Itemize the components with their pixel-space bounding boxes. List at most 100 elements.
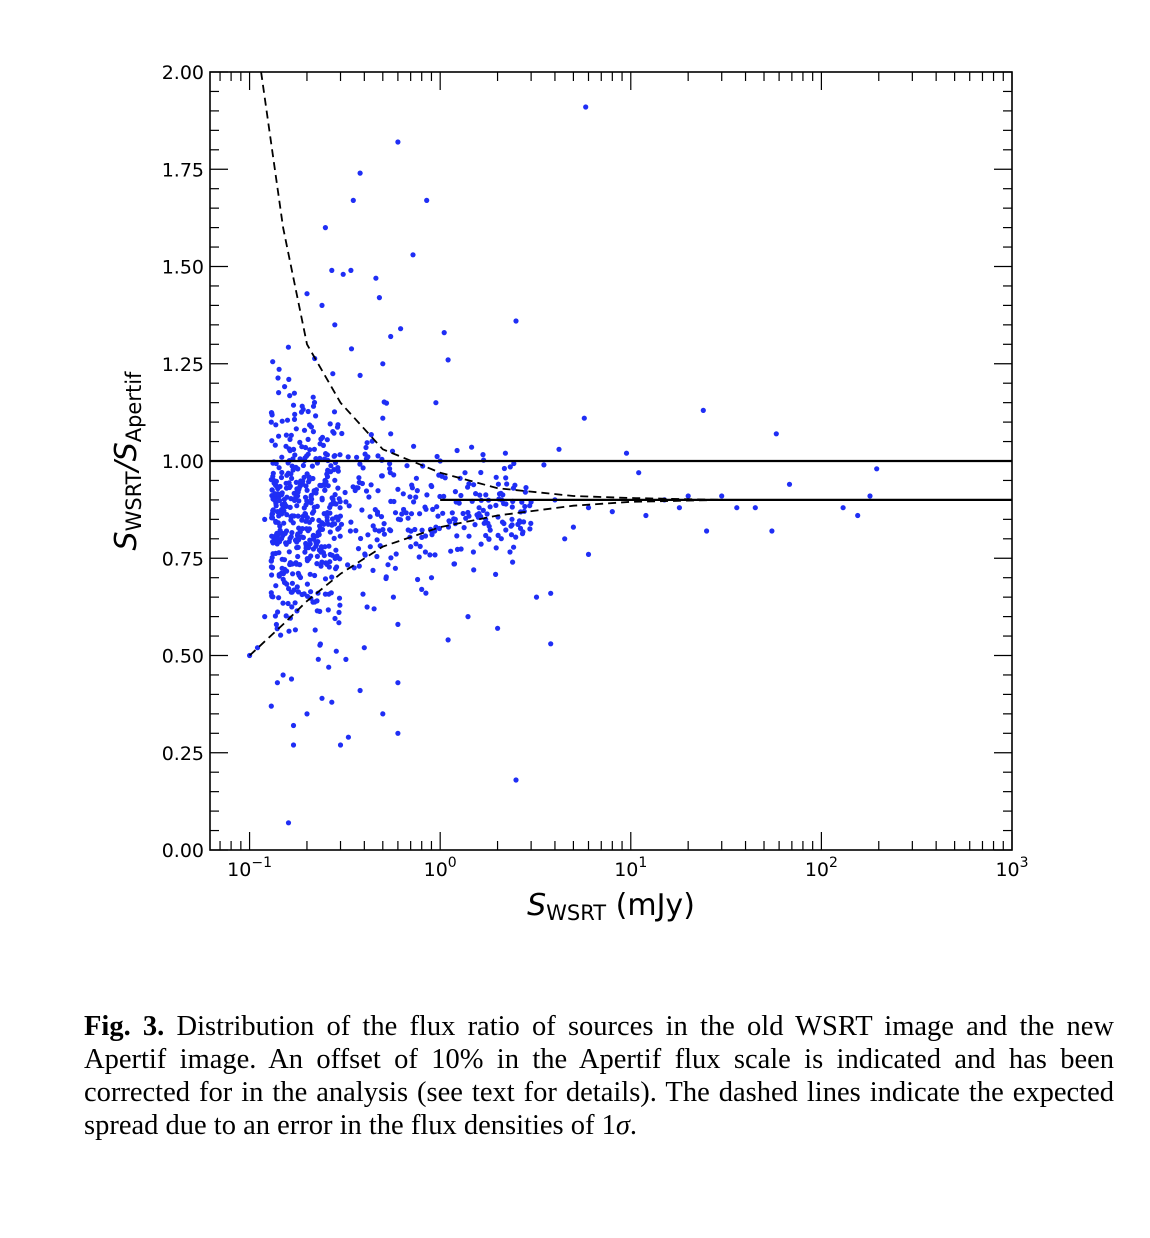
y-tick-label: 1.00 [162,451,204,473]
data-point [395,680,401,686]
data-point [269,572,275,578]
data-point [291,587,297,593]
data-point [411,499,417,505]
data-point [481,520,487,526]
data-point [676,505,683,511]
data-point [356,475,362,481]
data-point [330,496,336,502]
data-point [283,480,289,486]
data-point [583,104,589,110]
data-point [419,527,425,533]
data-point [290,722,297,729]
data-point [322,576,329,582]
data-point [291,446,297,452]
data-point [581,415,587,421]
data-point [585,551,592,558]
data-point [448,548,454,554]
data-point [522,503,528,510]
data-point [325,607,331,613]
data-point [317,523,323,529]
data-point [337,742,344,748]
data-point [283,528,290,534]
data-point [609,509,615,515]
data-point [326,664,332,670]
caption-end: . [629,1110,638,1141]
data-point [316,532,322,538]
data-point [383,574,389,580]
y-tick-label: 2.00 [162,62,204,84]
data-point [442,475,448,481]
data-point [313,542,319,548]
data-point [855,512,861,519]
data-point [487,527,493,533]
data-point [278,474,285,481]
data-point [364,604,370,610]
data-point [279,469,285,476]
data-point [304,581,310,587]
data-point [270,359,276,365]
data-point [469,444,475,450]
data-point [498,536,504,542]
data-point [284,511,290,518]
data-point [322,225,328,231]
data-point [304,291,310,297]
data-point [401,506,407,513]
data-point [476,505,482,511]
y-tick-label: 1.75 [162,159,204,181]
data-point [337,556,343,562]
data-point [353,528,359,534]
data-point [357,687,363,694]
data-point [303,540,309,547]
data-point [319,526,326,533]
data-point [380,415,386,421]
data-point [509,559,516,565]
data-point [392,510,399,516]
data-point [548,641,554,647]
data-point [310,403,317,409]
data-point [273,422,279,428]
data-point [285,344,291,350]
data-point [378,514,385,520]
spread-curve-lower [248,498,1012,657]
data-point [319,559,325,565]
data-point [308,492,314,498]
data-point [495,625,501,631]
data-point [313,487,319,493]
data-point [345,562,351,568]
data-point [319,482,325,488]
data-point [413,541,419,547]
data-point [454,546,461,553]
data-point [460,510,466,517]
data-point [436,525,442,532]
data-point [293,426,299,432]
data-point [269,564,276,571]
data-point [314,561,320,567]
data-point [347,528,353,534]
data-point [279,565,285,571]
data-point [462,470,468,476]
data-point [329,699,335,705]
data-point [274,531,280,538]
data-point [541,462,547,468]
data-point [465,509,471,516]
data-point [477,492,483,498]
data-point [284,568,290,574]
data-point [276,573,282,579]
data-point [286,586,292,592]
data-point [283,613,289,619]
data-point [317,455,323,461]
data-point [840,505,846,511]
data-point [336,609,342,616]
data-point [270,470,276,476]
data-point [289,580,295,586]
data-point [429,483,435,490]
data-point [304,711,310,717]
data-point [285,600,291,607]
data-point [333,648,339,654]
data-point [376,528,382,534]
data-point [291,416,298,422]
figure-label: Fig. 3. [84,1011,165,1042]
data-point [272,491,278,497]
data-point [336,620,342,626]
data-point [504,481,510,487]
